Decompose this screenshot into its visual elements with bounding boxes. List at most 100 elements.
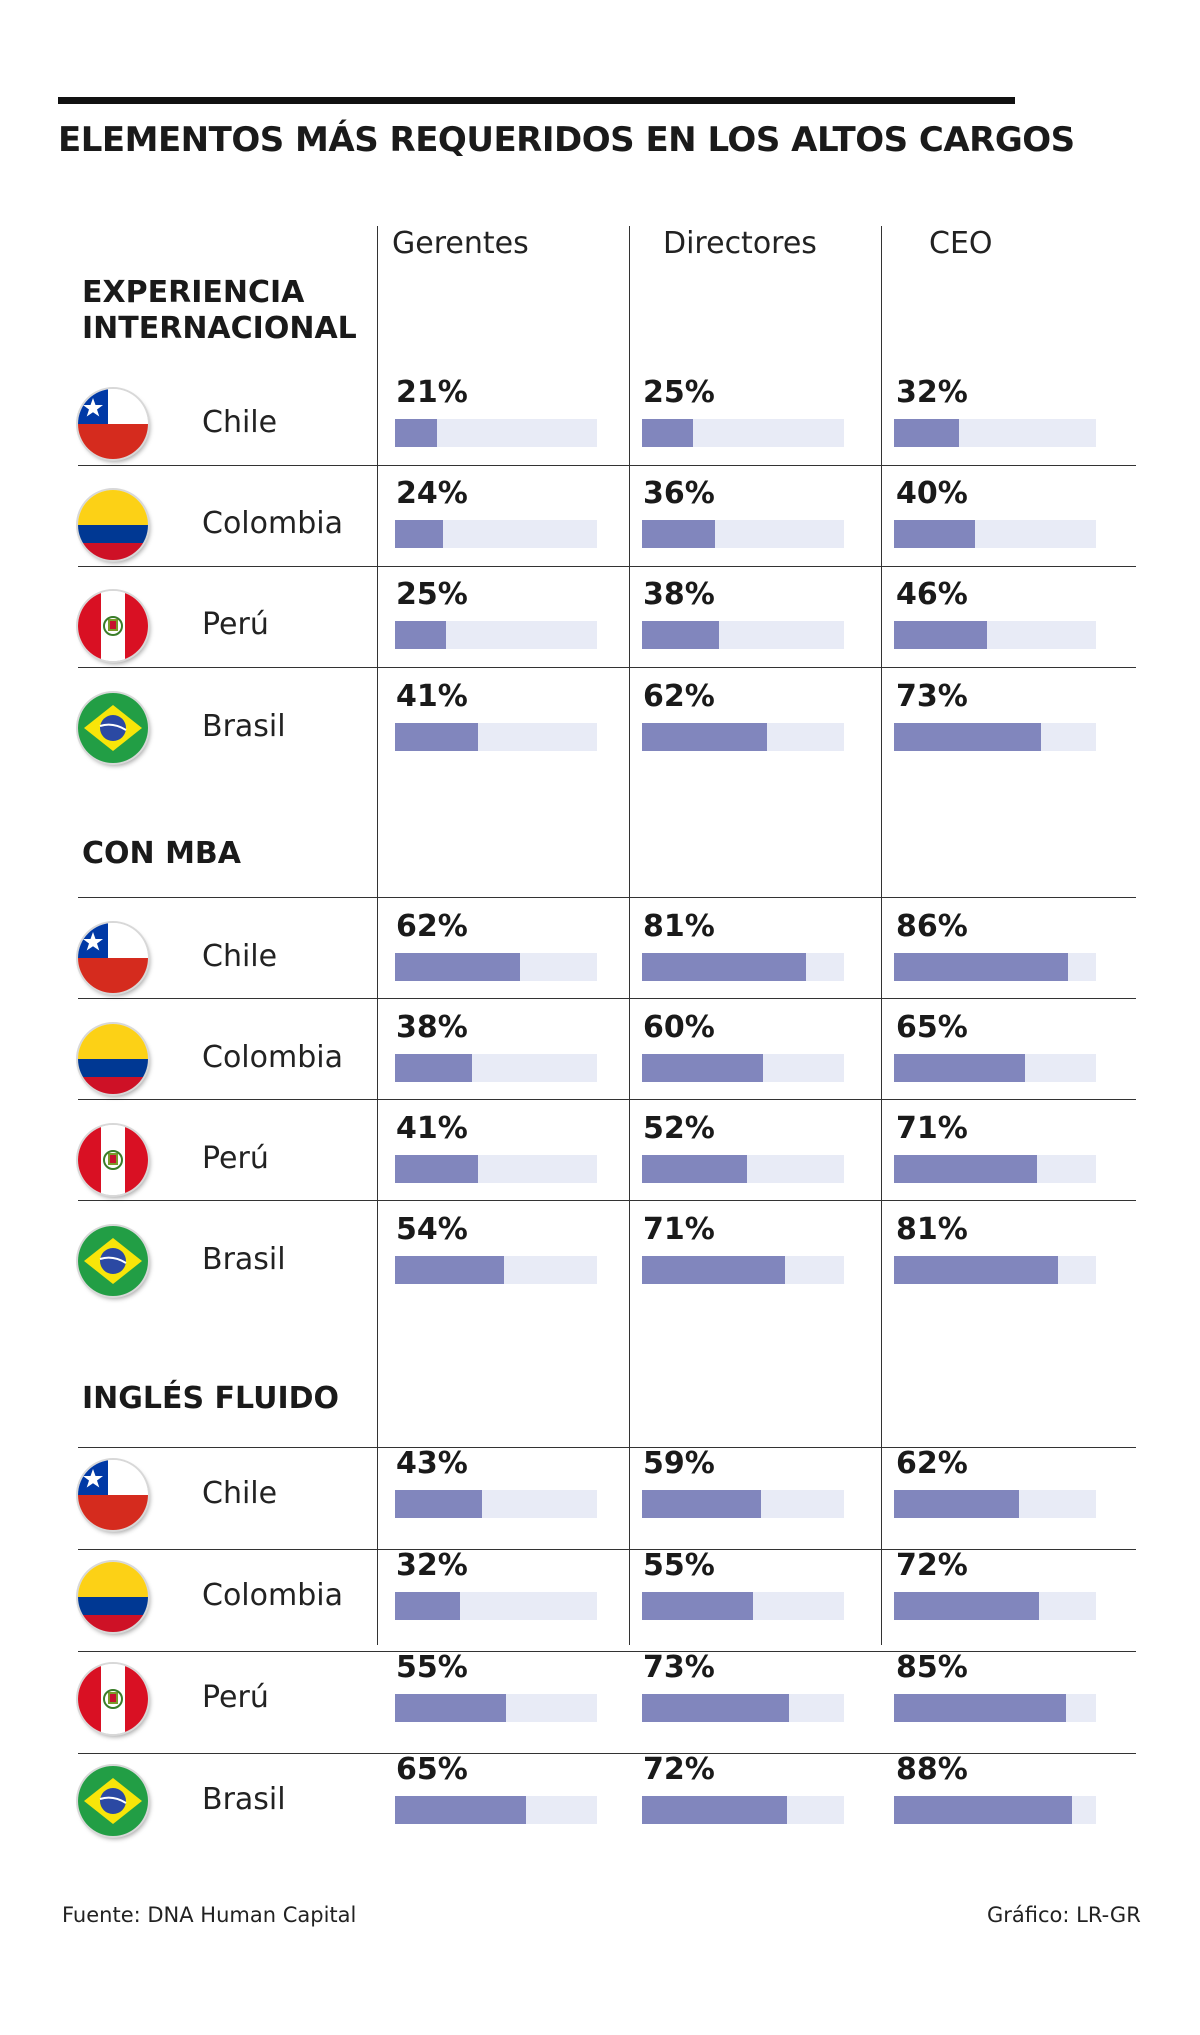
bar — [894, 1155, 1037, 1183]
value-label: 36% — [643, 476, 715, 511]
bar — [894, 1694, 1066, 1722]
bar-track — [395, 1694, 597, 1722]
bar-track — [642, 520, 844, 548]
bar-track — [642, 621, 844, 649]
country-label: Chile — [202, 1476, 278, 1511]
bar-track — [642, 419, 844, 447]
country-label: Chile — [202, 939, 278, 974]
value-label: 21% — [396, 375, 468, 410]
peru-flag-icon — [78, 1664, 148, 1734]
bar-track — [395, 1054, 597, 1082]
colombia-flag-icon — [78, 1024, 148, 1094]
value-label: 59% — [643, 1446, 715, 1481]
bar — [395, 520, 443, 548]
bar-track — [395, 520, 597, 548]
row-divider — [78, 465, 1136, 466]
bar — [894, 1054, 1025, 1082]
value-label: 62% — [896, 1446, 968, 1481]
row-divider — [78, 667, 1136, 668]
row-divider — [78, 1651, 1136, 1652]
brazil-flag-icon — [78, 1226, 148, 1296]
section-title: INGLÉS FLUIDO — [82, 1381, 340, 1416]
country-label: Brasil — [202, 1242, 286, 1277]
value-label: 81% — [643, 909, 715, 944]
value-label: 43% — [396, 1446, 468, 1481]
peru-flag-icon — [78, 591, 148, 661]
bar-track — [642, 1155, 844, 1183]
value-label: 73% — [643, 1650, 715, 1685]
bar-track — [395, 1796, 597, 1824]
bar-track — [395, 1155, 597, 1183]
bar — [642, 953, 806, 981]
chile-flag-icon — [78, 389, 148, 459]
country-label: Perú — [202, 1680, 269, 1715]
row-divider — [78, 1200, 1136, 1201]
bar — [395, 723, 478, 751]
value-label: 85% — [896, 1650, 968, 1685]
value-label: 65% — [396, 1752, 468, 1787]
value-label: 65% — [896, 1010, 968, 1045]
bar-track — [395, 1592, 597, 1620]
bar-track — [894, 1694, 1096, 1722]
country-label: Colombia — [202, 1040, 343, 1075]
bar — [894, 1592, 1039, 1620]
row-divider — [78, 1753, 1136, 1754]
country-label: Colombia — [202, 1578, 343, 1613]
value-label: 55% — [396, 1650, 468, 1685]
bar — [395, 1490, 482, 1518]
bar-track — [395, 1490, 597, 1518]
brazil-flag-icon — [78, 693, 148, 763]
country-label: Perú — [202, 1141, 269, 1176]
column-header-ceo: CEO — [929, 226, 993, 261]
bar-track — [642, 1256, 844, 1284]
brazil-flag-icon — [78, 1766, 148, 1836]
bar-track — [894, 953, 1096, 981]
bar — [642, 1592, 753, 1620]
value-label: 41% — [396, 1111, 468, 1146]
bar — [395, 1796, 526, 1824]
value-label: 38% — [396, 1010, 468, 1045]
bar — [642, 1256, 785, 1284]
bar-track — [642, 953, 844, 981]
value-label: 62% — [396, 909, 468, 944]
value-label: 71% — [896, 1111, 968, 1146]
bar — [395, 1054, 472, 1082]
value-label: 73% — [896, 679, 968, 714]
value-label: 41% — [396, 679, 468, 714]
bar-track — [642, 1054, 844, 1082]
bar — [894, 621, 987, 649]
bar-track — [642, 1694, 844, 1722]
value-label: 86% — [896, 909, 968, 944]
bar — [642, 419, 693, 447]
bar-track — [395, 621, 597, 649]
bar — [395, 1694, 506, 1722]
chart-title: ELEMENTOS MÁS REQUERIDOS EN LOS ALTOS CA… — [58, 120, 1075, 160]
bar-track — [894, 520, 1096, 548]
value-label: 54% — [396, 1212, 468, 1247]
top-rule — [58, 97, 1015, 104]
bar-track — [894, 1256, 1096, 1284]
bar — [894, 1490, 1019, 1518]
column-header-directores: Directores — [663, 226, 817, 261]
bar — [642, 1490, 761, 1518]
bar — [642, 621, 719, 649]
row-divider — [78, 897, 1136, 898]
chile-flag-icon — [78, 1460, 148, 1530]
value-label: 32% — [396, 1548, 468, 1583]
bar — [894, 419, 959, 447]
value-label: 25% — [396, 577, 468, 612]
bar-track — [642, 1490, 844, 1518]
row-divider — [78, 998, 1136, 999]
bar-track — [894, 1796, 1096, 1824]
bar — [395, 1155, 478, 1183]
bar — [642, 1796, 787, 1824]
credit-note: Gráfico: LR-GR — [987, 1903, 1141, 1927]
bar-track — [395, 419, 597, 447]
bar — [642, 1054, 763, 1082]
bar — [642, 1155, 747, 1183]
bar-track — [894, 1592, 1096, 1620]
bar-track — [395, 723, 597, 751]
bar — [894, 520, 975, 548]
value-label: 62% — [643, 679, 715, 714]
